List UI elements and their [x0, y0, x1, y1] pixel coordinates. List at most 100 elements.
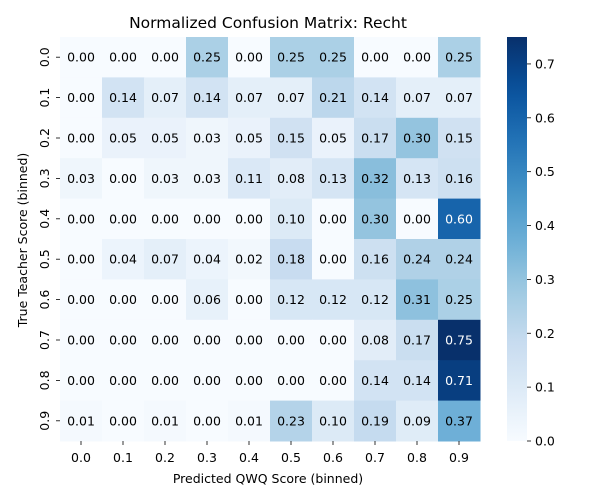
cell-value-label: 0.00	[319, 333, 347, 348]
cell-value-label: 0.00	[319, 373, 347, 388]
cell-value-label: 0.17	[361, 131, 389, 146]
cell-value-label: 0.00	[151, 373, 179, 388]
cell-value-label: 0.00	[67, 90, 95, 105]
cell-value-label: 0.25	[319, 50, 347, 65]
heatmap-cell	[228, 117, 271, 159]
cell-value-label: 0.06	[193, 292, 221, 307]
heatmap-cell	[270, 239, 313, 280]
cell-value-label: 0.07	[235, 90, 263, 105]
heatmap-cells	[60, 37, 481, 442]
heatmap-cell	[60, 117, 103, 159]
heatmap-cell	[396, 239, 439, 280]
cell-value-label: 0.00	[67, 50, 95, 65]
heatmap-cell	[186, 239, 229, 280]
cell-value-label: 0.23	[277, 413, 305, 428]
cell-value-label: 0.03	[151, 171, 179, 186]
cell-value-label: 0.01	[235, 413, 263, 428]
cell-value-label: 0.07	[445, 90, 473, 105]
heatmap-cell	[312, 158, 355, 200]
cell-value-label: 0.00	[235, 333, 263, 348]
heatmap-cell	[396, 77, 439, 119]
cell-value-label: 0.00	[109, 333, 137, 348]
heatmap-cell	[186, 319, 229, 361]
heatmap-cell	[60, 77, 103, 119]
colorbar-tick-label: 0.6	[535, 110, 555, 125]
cell-value-label: 0.00	[151, 292, 179, 307]
y-tick-label: 0.6	[37, 290, 52, 310]
cell-value-label: 0.03	[193, 171, 221, 186]
cell-value-label: 0.08	[277, 171, 305, 186]
cell-value-label: 0.14	[193, 90, 221, 105]
heatmap-cell	[354, 279, 397, 321]
heatmap-cell	[270, 319, 313, 361]
cell-value-label: 0.05	[319, 131, 347, 146]
colorbar-axis: 0.0 0.1 0.2 0.3 0.4 0.5 0.6 0.7	[527, 56, 555, 449]
cell-value-label: 0.10	[277, 211, 305, 226]
heatmap-cell	[438, 198, 481, 240]
cell-value-label: 0.11	[235, 171, 263, 186]
cell-value-label: 0.16	[445, 171, 473, 186]
heatmap-cell	[228, 319, 271, 361]
heatmap-cell	[60, 319, 103, 361]
heatmap-cell	[312, 360, 355, 402]
heatmap-cell-labels: 0.00 0.00 0.00 0.25 0.00 0.25 0.25 0.00 0.00 0.25…	[67, 50, 473, 429]
cell-value-label: 0.13	[403, 171, 431, 186]
heatmap-cell	[270, 158, 313, 200]
heatmap-cell	[186, 158, 229, 200]
cell-value-label: 0.01	[67, 413, 95, 428]
colorbar-tick-label: 0.1	[535, 380, 555, 395]
cell-value-label: 0.60	[445, 211, 473, 226]
cell-value-label: 0.14	[361, 90, 389, 105]
x-tick-label: 0.5	[281, 450, 301, 465]
heatmap-cell	[144, 319, 187, 361]
cell-value-label: 0.05	[151, 131, 179, 146]
cell-value-label: 0.00	[109, 373, 137, 388]
heatmap-cell	[60, 158, 103, 200]
cell-value-label: 0.00	[235, 50, 263, 65]
heatmap-cell	[102, 158, 145, 200]
heatmap-cell	[228, 198, 271, 240]
cell-value-label: 0.10	[319, 413, 347, 428]
cell-value-label: 0.00	[403, 211, 431, 226]
heatmap-cell	[186, 400, 229, 442]
cell-value-label: 0.01	[151, 413, 179, 428]
cell-value-label: 0.12	[319, 292, 347, 307]
y-tick-label: 0.2	[37, 128, 52, 148]
heatmap-cell	[312, 77, 355, 119]
heatmap-cell	[60, 37, 103, 78]
heatmap-cell	[438, 37, 481, 78]
cell-value-label: 0.02	[235, 252, 263, 267]
y-tick-label: 0.0	[37, 47, 52, 67]
heatmap-cell	[144, 360, 187, 402]
heatmap-cell	[186, 77, 229, 119]
cell-value-label: 0.07	[151, 252, 179, 267]
heatmap-cell	[312, 117, 355, 159]
heatmap-cell	[438, 77, 481, 119]
cell-value-label: 0.00	[235, 292, 263, 307]
heatmap-cell	[270, 360, 313, 402]
cell-value-label: 0.32	[361, 171, 389, 186]
heatmap-cell	[144, 400, 187, 442]
cell-value-label: 0.15	[445, 131, 473, 146]
cell-value-label: 0.08	[361, 333, 389, 348]
heatmap-cell	[186, 360, 229, 402]
heatmap-cell	[396, 117, 439, 159]
cell-value-label: 0.00	[67, 131, 95, 146]
heatmap-cell	[312, 319, 355, 361]
heatmap-cell	[228, 37, 271, 78]
heatmap-cell	[102, 319, 145, 361]
cell-value-label: 0.25	[445, 50, 473, 65]
cell-value-label: 0.19	[361, 413, 389, 428]
y-tick-label: 0.8	[37, 370, 52, 390]
heatmap-cell	[144, 37, 187, 78]
cell-value-label: 0.07	[403, 90, 431, 105]
heatmap-cell	[270, 37, 313, 78]
heatmap-cell	[438, 319, 481, 361]
heatmap-cell	[396, 279, 439, 321]
colorbar-tick-label: 0.2	[535, 326, 555, 341]
y-tick-label: 0.3	[37, 168, 52, 188]
heatmap-cell	[228, 77, 271, 119]
colorbar-tick-label: 0.5	[535, 164, 555, 179]
cell-value-label: 0.00	[109, 171, 137, 186]
cell-value-label: 0.24	[403, 252, 431, 267]
